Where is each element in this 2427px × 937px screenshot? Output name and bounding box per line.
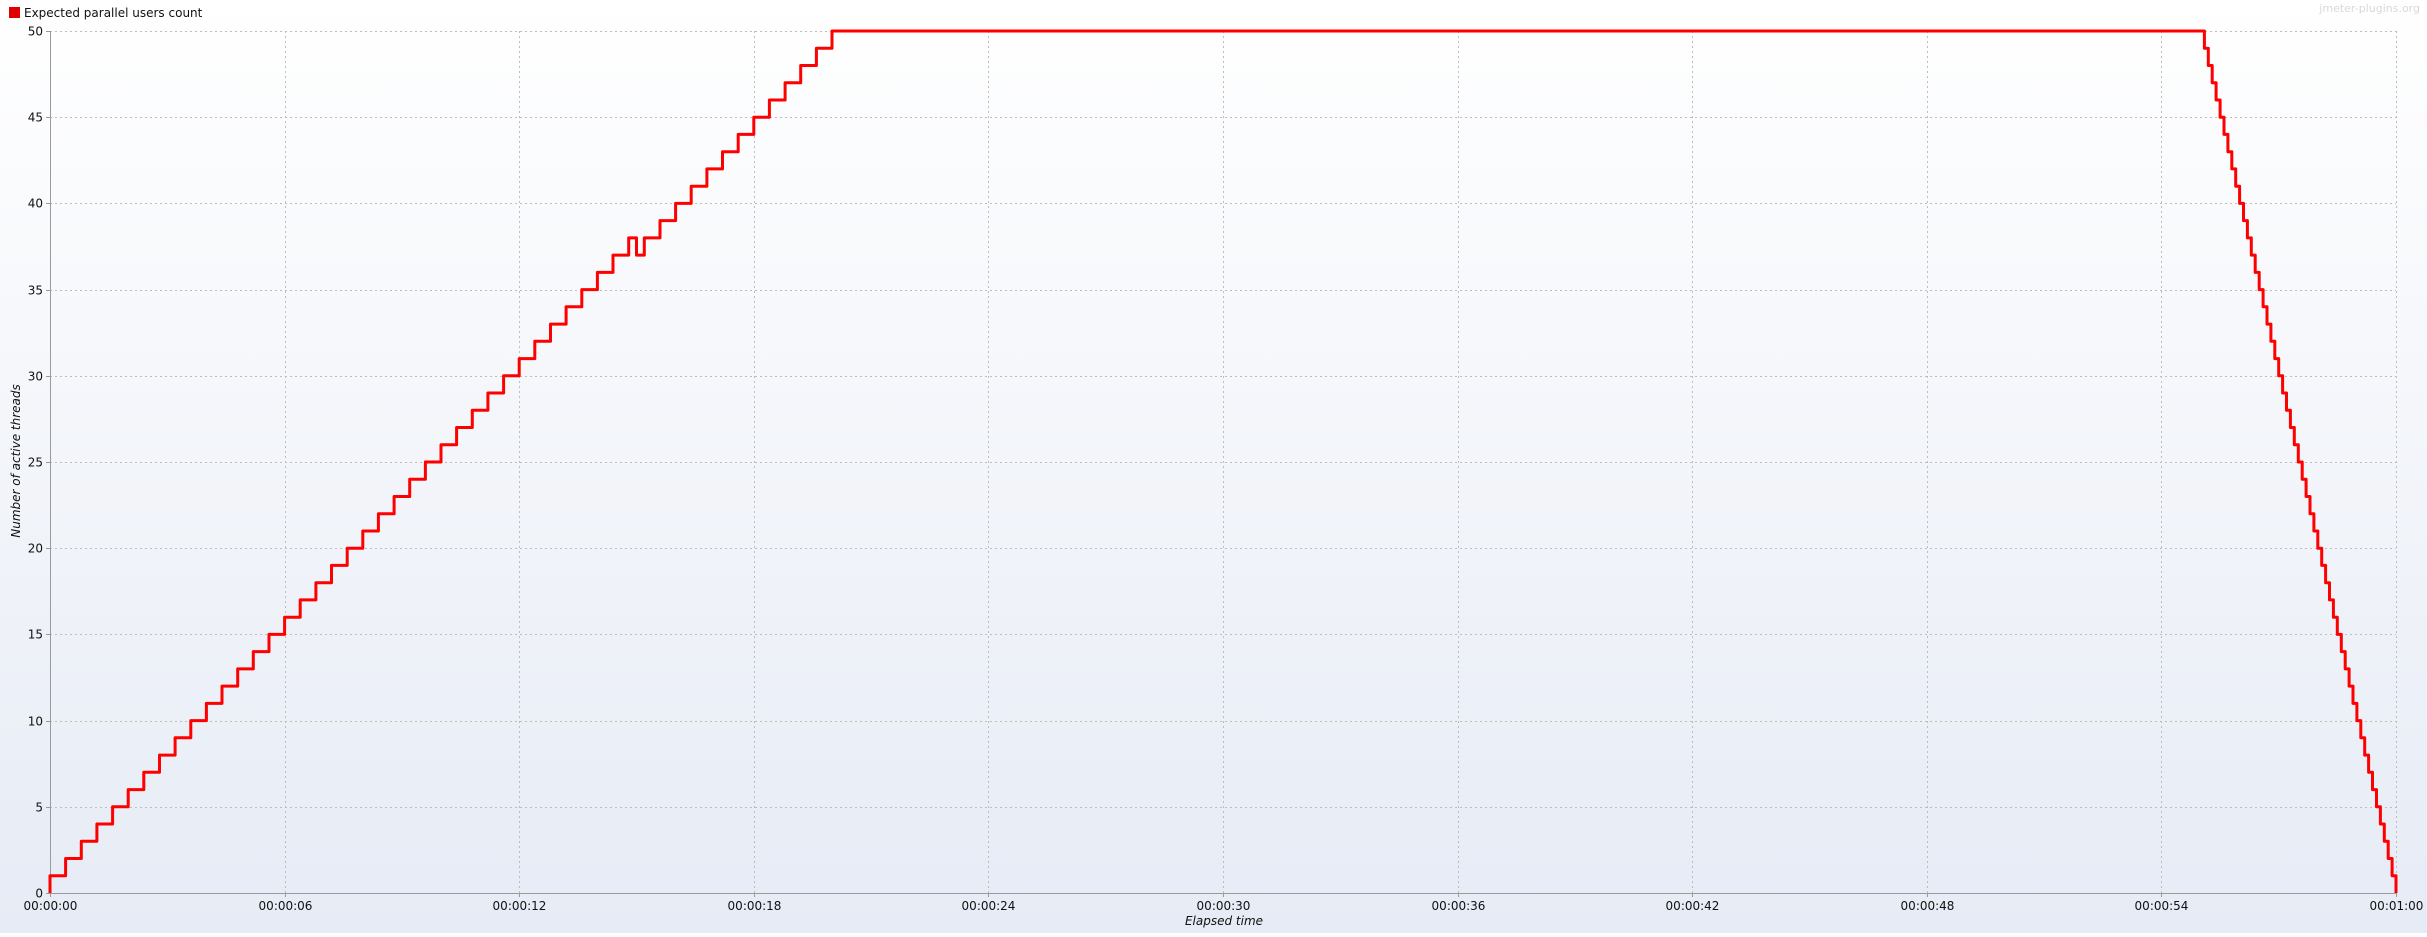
legend-label: Expected parallel users count <box>24 6 203 20</box>
legend: Expected parallel users count <box>9 6 203 20</box>
y-axis-title: Number of active threads <box>9 384 23 538</box>
y-tick-label: 35 <box>28 284 43 298</box>
y-tick-label: 0 <box>35 887 43 901</box>
y-tick-label: 30 <box>28 370 43 384</box>
x-tick-label: 00:00:24 <box>962 899 1016 913</box>
axes <box>46 31 2397 897</box>
x-axis-title: Elapsed time <box>1185 914 1263 928</box>
x-tick-label: 00:01:00 <box>2370 899 2424 913</box>
x-tick-label: 00:00:54 <box>2135 899 2189 913</box>
y-tick-label: 15 <box>28 628 43 642</box>
watermark: jmeter-plugins.org <box>2318 2 2420 15</box>
x-tick-label: 00:00:30 <box>1197 899 1251 913</box>
x-tick-label: 00:00:00 <box>24 899 78 913</box>
y-tick-label: 5 <box>35 801 43 815</box>
x-tick-label: 00:00:48 <box>1901 899 1955 913</box>
x-tick-label: 00:00:18 <box>728 899 782 913</box>
y-tick-label: 25 <box>28 456 43 470</box>
y-tick-label: 50 <box>28 25 43 39</box>
series-layer <box>48 29 2398 893</box>
series-line-expected-parallel-users <box>48 29 2398 893</box>
tick-labels: 00:00:00 00:00:06 00:00:12 00:00:18 00:00:24… <box>24 25 2424 914</box>
x-tick-label: 00:00:42 <box>1666 899 1720 913</box>
y-tick-label: 20 <box>28 542 43 556</box>
x-tick-label: 00:00:12 <box>493 899 547 913</box>
y-tick-label: 40 <box>28 197 43 211</box>
x-tick-label: 00:00:06 <box>259 899 313 913</box>
y-tick-label: 10 <box>28 715 43 729</box>
x-tick-label: 00:00:36 <box>1432 899 1486 913</box>
legend-swatch <box>9 7 20 18</box>
y-tick-label: 45 <box>28 111 43 125</box>
